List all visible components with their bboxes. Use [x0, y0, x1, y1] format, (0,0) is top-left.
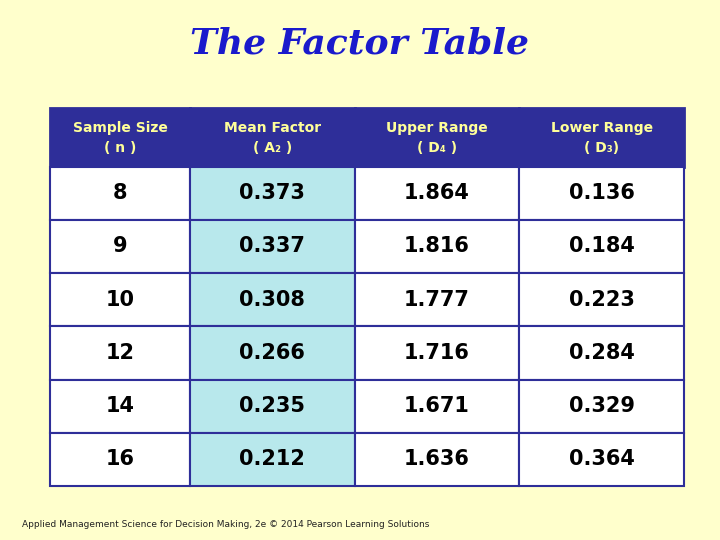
Bar [519, 433, 684, 486]
Text: 0.266: 0.266 [239, 343, 305, 363]
Bar [519, 220, 684, 273]
Text: 0.364: 0.364 [569, 449, 634, 469]
Text: Lower Range: Lower Range [551, 120, 653, 134]
Text: Applied Management Science for Decision Making, 2e © 2014 Pearson Learning Solut: Applied Management Science for Decision … [22, 520, 429, 529]
Text: 0.223: 0.223 [569, 289, 634, 309]
Text: 1.716: 1.716 [404, 343, 470, 363]
Text: 0.373: 0.373 [239, 183, 305, 203]
Bar [190, 108, 354, 166]
Text: 10: 10 [106, 289, 135, 309]
Bar [354, 108, 519, 166]
Bar [519, 273, 684, 326]
Bar [50, 220, 190, 273]
Bar [354, 166, 519, 220]
Text: 12: 12 [106, 343, 135, 363]
Text: ( A₂ ): ( A₂ ) [253, 141, 292, 155]
Text: 8: 8 [113, 183, 127, 203]
Bar [354, 433, 519, 486]
Text: Sample Size: Sample Size [73, 120, 168, 134]
Bar [190, 380, 354, 433]
Bar [50, 326, 190, 380]
Text: 0.184: 0.184 [569, 237, 634, 256]
Bar [354, 273, 519, 326]
Bar [190, 433, 354, 486]
Bar [190, 220, 354, 273]
Text: 0.136: 0.136 [569, 183, 634, 203]
Bar [190, 326, 354, 380]
Bar [354, 220, 519, 273]
Text: The Factor Table: The Factor Table [191, 27, 529, 61]
Text: 0.235: 0.235 [239, 396, 305, 416]
Text: ( D₄ ): ( D₄ ) [417, 141, 457, 155]
Text: 0.329: 0.329 [569, 396, 634, 416]
Bar [519, 380, 684, 433]
Text: 1.777: 1.777 [404, 289, 470, 309]
Bar [354, 326, 519, 380]
Bar [50, 108, 190, 166]
Text: 0.308: 0.308 [239, 289, 305, 309]
Text: 0.337: 0.337 [239, 237, 305, 256]
Text: 9: 9 [113, 237, 127, 256]
Text: 0.212: 0.212 [239, 449, 305, 469]
Bar [50, 273, 190, 326]
Text: 1.864: 1.864 [404, 183, 470, 203]
Text: ( D₃): ( D₃) [584, 141, 619, 155]
Bar [50, 380, 190, 433]
Bar [519, 108, 684, 166]
Text: 16: 16 [106, 449, 135, 469]
Text: 1.816: 1.816 [404, 237, 470, 256]
Bar [190, 273, 354, 326]
Text: 14: 14 [106, 396, 135, 416]
Text: 0.284: 0.284 [569, 343, 634, 363]
Text: Upper Range: Upper Range [386, 120, 487, 134]
Bar [519, 166, 684, 220]
Text: 1.671: 1.671 [404, 396, 470, 416]
Bar [50, 433, 190, 486]
Text: 1.636: 1.636 [404, 449, 470, 469]
Text: Mean Factor: Mean Factor [224, 120, 320, 134]
Bar [190, 166, 354, 220]
Bar [50, 166, 190, 220]
Bar [354, 380, 519, 433]
Text: ( n ): ( n ) [104, 141, 136, 155]
Bar [519, 326, 684, 380]
